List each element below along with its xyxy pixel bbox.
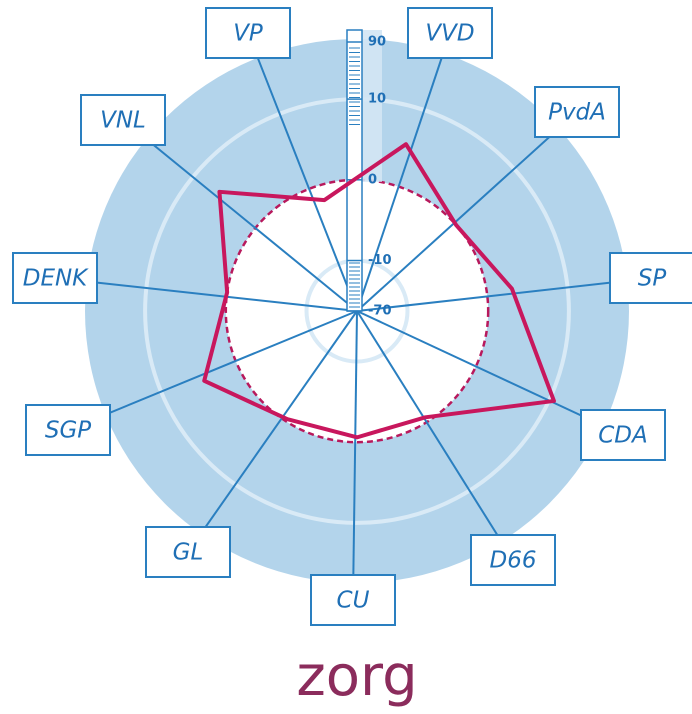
label-box [407,7,493,59]
axis-label: GL [173,540,204,566]
axis-label: CDA [598,423,648,449]
y-tick-label: 0 [368,172,377,187]
y-tick-label: 90 [368,35,386,50]
label-box [145,526,231,578]
axis-line [356,310,624,436]
axis-label: VVD [425,21,474,47]
label-box [80,94,166,146]
axis-line [122,119,358,312]
y-tick-label: 10 [368,92,386,107]
y-tick-label: -10 [368,253,392,268]
axis-label: D66 [490,548,537,574]
axis-label: SGP [45,418,91,444]
axis-line [356,111,578,312]
label-box [25,404,111,456]
axis-label: PvdA [548,100,606,126]
scale-highlight [362,30,382,182]
zero-circle [224,178,490,444]
axis-line [356,32,451,312]
axis-line [187,310,358,553]
axis-line [54,277,358,312]
axis-line [356,310,514,561]
axis-line [356,277,653,312]
scale-bar [346,29,363,312]
axis-label: VP [233,21,263,47]
label-box [12,252,98,304]
axis-label: CU [337,588,370,614]
series-line [202,142,556,440]
axis-label: SP [638,266,667,292]
axis-label: VNL [100,108,146,134]
axis-label: DENK [23,266,89,292]
axis-line [67,310,358,431]
label-box [310,574,396,626]
y-tick-label: -70 [368,304,392,319]
label-box [534,86,620,138]
label-box [470,534,556,586]
axis-line [352,310,358,601]
axis-line [247,32,358,312]
label-box [609,252,692,304]
label-box [205,7,291,59]
chart-title: zorg [296,644,417,709]
label-box [580,409,666,461]
